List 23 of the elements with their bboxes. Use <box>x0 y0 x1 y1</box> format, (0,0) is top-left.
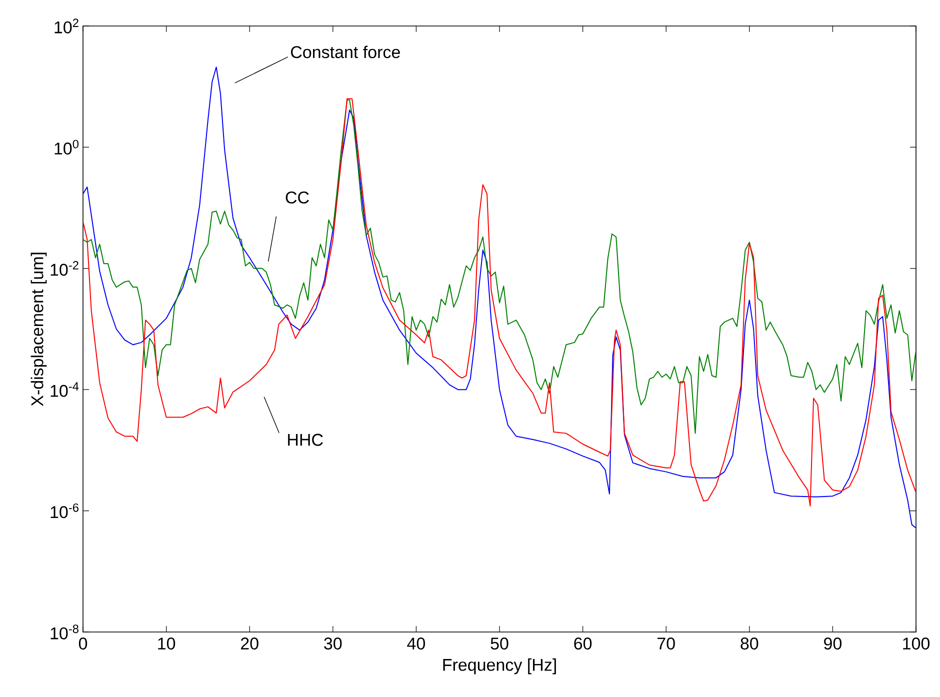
annotation: Constant force <box>291 46 400 58</box>
x-tick-label: 100 <box>903 638 930 650</box>
y-tick-label: 10$^{-8}$ <box>50 624 78 640</box>
y-tick-label: 10$^{-2}$ <box>50 261 78 276</box>
y-tick-label: 10$^{-6}$ <box>50 503 78 518</box>
y-tick-label: 10$^{-4}$ <box>50 382 79 397</box>
line-series <box>83 100 916 434</box>
y-tick-label: 10$^{0}$ <box>54 140 79 155</box>
x-tick-label: 70 <box>658 638 675 650</box>
x-tick-label: 10 <box>158 638 176 650</box>
x-tick-label: 30 <box>324 638 342 650</box>
y-tick-label: 10$^{2}$ <box>54 18 78 34</box>
y-axis-title: X-displacement [um] <box>30 252 47 406</box>
x-tick-label: 0 <box>78 638 88 650</box>
x-tick-label: 80 <box>740 638 758 650</box>
x-tick-label: 20 <box>241 638 258 650</box>
x-tick-label: 40 <box>407 638 425 650</box>
x-tick-label: 90 <box>824 638 842 650</box>
x-tick-label: 60 <box>574 638 592 650</box>
x-tick-label: 50 <box>490 638 508 650</box>
annotation: HHC <box>288 434 323 446</box>
annotation: CC <box>286 191 309 204</box>
x-axis-title: Frequency [Hz] <box>443 658 556 674</box>
